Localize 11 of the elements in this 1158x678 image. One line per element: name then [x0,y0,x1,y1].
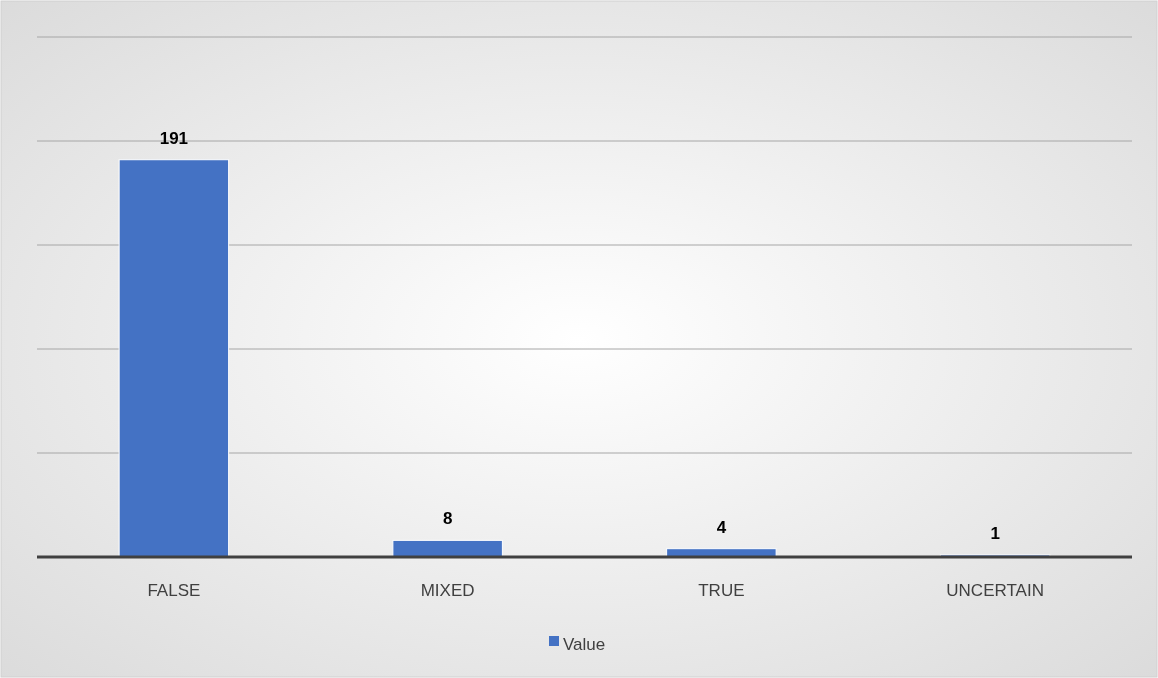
x-tick-label: TRUE [698,581,745,600]
x-tick-label: MIXED [420,581,475,600]
bar [118,159,230,558]
data-label: 8 [442,509,453,529]
data-label: 4 [716,517,727,537]
data-label: 191 [159,128,189,148]
data-label: 1 [990,523,1000,543]
text: Value [563,635,606,655]
x-tick-label: UNCERTAIN [946,581,1044,600]
bar [392,539,503,558]
x-tick-label: FALSE [147,581,201,600]
